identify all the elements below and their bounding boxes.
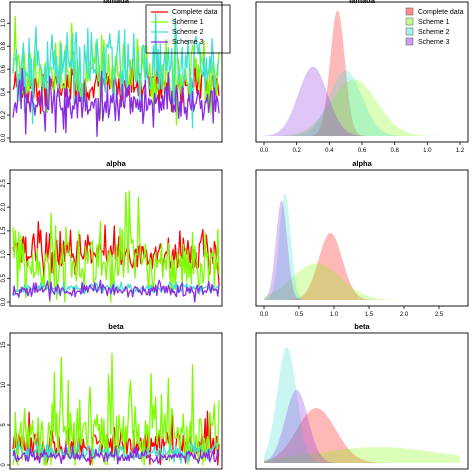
legend-swatch <box>405 17 414 26</box>
y-tick-label: 0 <box>1 463 7 467</box>
panel-frame <box>255 1 469 143</box>
x-tick-label: 0.2 <box>292 148 301 154</box>
y-tick-label: 1.0 <box>1 18 7 27</box>
y-tick-label: 0.8 <box>1 41 7 50</box>
legend-box <box>145 4 231 54</box>
legend-label: Complete data <box>172 9 218 16</box>
trace-line-scheme-2 <box>12 281 220 296</box>
x-tick-label: 0.8 <box>390 148 399 154</box>
panel-frame <box>9 1 223 143</box>
legend: Complete data Scheme 1 Scheme 2 Scheme 3 <box>405 7 464 46</box>
plot-area <box>12 190 220 303</box>
y-tick-label: 5 <box>1 423 7 427</box>
density-scheme-2 <box>264 192 460 300</box>
y-tick-label: 15 <box>1 341 7 348</box>
legend-swatch <box>405 7 414 16</box>
density-complete-data <box>264 233 460 300</box>
x-tick-label: 0.0 <box>260 148 269 154</box>
plot-area <box>264 10 460 136</box>
panel-frame <box>255 169 469 307</box>
trace-line-scheme-3 <box>12 279 220 303</box>
x-tick-label: 0.5 <box>295 312 304 318</box>
legend-swatch <box>405 37 414 46</box>
panel-density-beta: beta <box>255 322 469 470</box>
plot-area <box>264 347 460 463</box>
panel-title: lamada <box>103 0 130 5</box>
x-tick-label: 0.6 <box>358 148 367 154</box>
x-tick-label: 2.0 <box>400 312 409 318</box>
y-tick-label: 1.0 <box>1 250 7 259</box>
panel-density-alpha: alpha 0.0 0.5 1.0 1.5 2.0 2.5 <box>255 159 469 318</box>
legend: Complete data Scheme 1 Scheme 2 Scheme 3 <box>145 4 231 54</box>
panel-frame <box>9 332 223 470</box>
panel-title: alpha <box>352 159 372 168</box>
plot-area <box>12 353 220 466</box>
x-tick-label: 2.5 <box>435 312 444 318</box>
panel-trace-alpha: alpha 0.0 0.5 1.0 1.5 2.0 2.5 <box>1 159 223 307</box>
y-tick-label: 2.0 <box>1 202 7 211</box>
y-tick-label: 10 <box>1 381 7 388</box>
density-scheme-3 <box>264 200 460 300</box>
panel-trace-lambda: lamada 0.0 0.2 0.4 0.6 0.8 1.0 Complete data Sch… <box>1 0 231 143</box>
panel-title: beta <box>108 322 124 331</box>
legend-label: Scheme 1 <box>418 19 450 26</box>
x-tick-label: 0.4 <box>325 148 334 154</box>
panel-title: alpha <box>106 159 126 168</box>
density-scheme-3 <box>264 66 460 136</box>
density-scheme-1 <box>264 79 460 136</box>
legend-swatch <box>405 27 414 36</box>
trace-line-scheme-2 <box>12 13 220 129</box>
x-tick-label: 1.0 <box>423 148 432 154</box>
y-tick-label: 0.4 <box>1 87 7 96</box>
panel-density-lambda: lamada 0.0 0.2 0.4 0.6 0.8 1.0 1.2 Complete data… <box>255 0 469 154</box>
panel-frame <box>9 169 223 307</box>
y-tick-label: 0.0 <box>1 297 7 306</box>
legend-label: Scheme 2 <box>172 29 204 36</box>
x-tick-label: 0.0 <box>260 312 269 318</box>
y-tick-label: 1.5 <box>1 226 7 235</box>
density-scheme-2 <box>264 70 460 136</box>
y-tick-label: 0.2 <box>1 110 7 119</box>
density-scheme-1 <box>264 263 460 300</box>
trace-line-scheme-2 <box>12 440 220 464</box>
density-scheme-1 <box>264 447 460 463</box>
legend-label: Scheme 3 <box>172 39 204 46</box>
trace-line-scheme-3 <box>12 444 220 465</box>
legend-label: Scheme 3 <box>418 39 450 46</box>
density-scheme-3 <box>264 389 460 463</box>
x-tick-label: 1.2 <box>456 148 465 154</box>
y-tick-label: 0.6 <box>1 64 7 73</box>
legend-label: Complete data <box>418 9 464 16</box>
density-complete-data <box>264 408 460 463</box>
y-tick-label: 2.5 <box>1 179 7 188</box>
y-tick-label: 0.0 <box>1 133 7 142</box>
x-tick-label: 1.5 <box>365 312 374 318</box>
plot-area <box>12 13 220 137</box>
x-tick-label: 1.0 <box>330 312 339 318</box>
plot-area <box>264 192 460 300</box>
y-tick-label: 0.5 <box>1 273 7 282</box>
trace-line-scheme-3 <box>12 67 220 137</box>
panel-trace-beta: beta 0 5 10 15 <box>1 322 223 470</box>
panel-title: lamada <box>349 0 376 5</box>
legend-label: Scheme 2 <box>418 29 450 36</box>
panel-title: beta <box>354 322 370 331</box>
density-scheme-2 <box>264 347 460 463</box>
legend-label: Scheme 1 <box>172 19 204 26</box>
trace-line-scheme-1 <box>12 190 220 303</box>
panel-frame <box>255 332 469 470</box>
